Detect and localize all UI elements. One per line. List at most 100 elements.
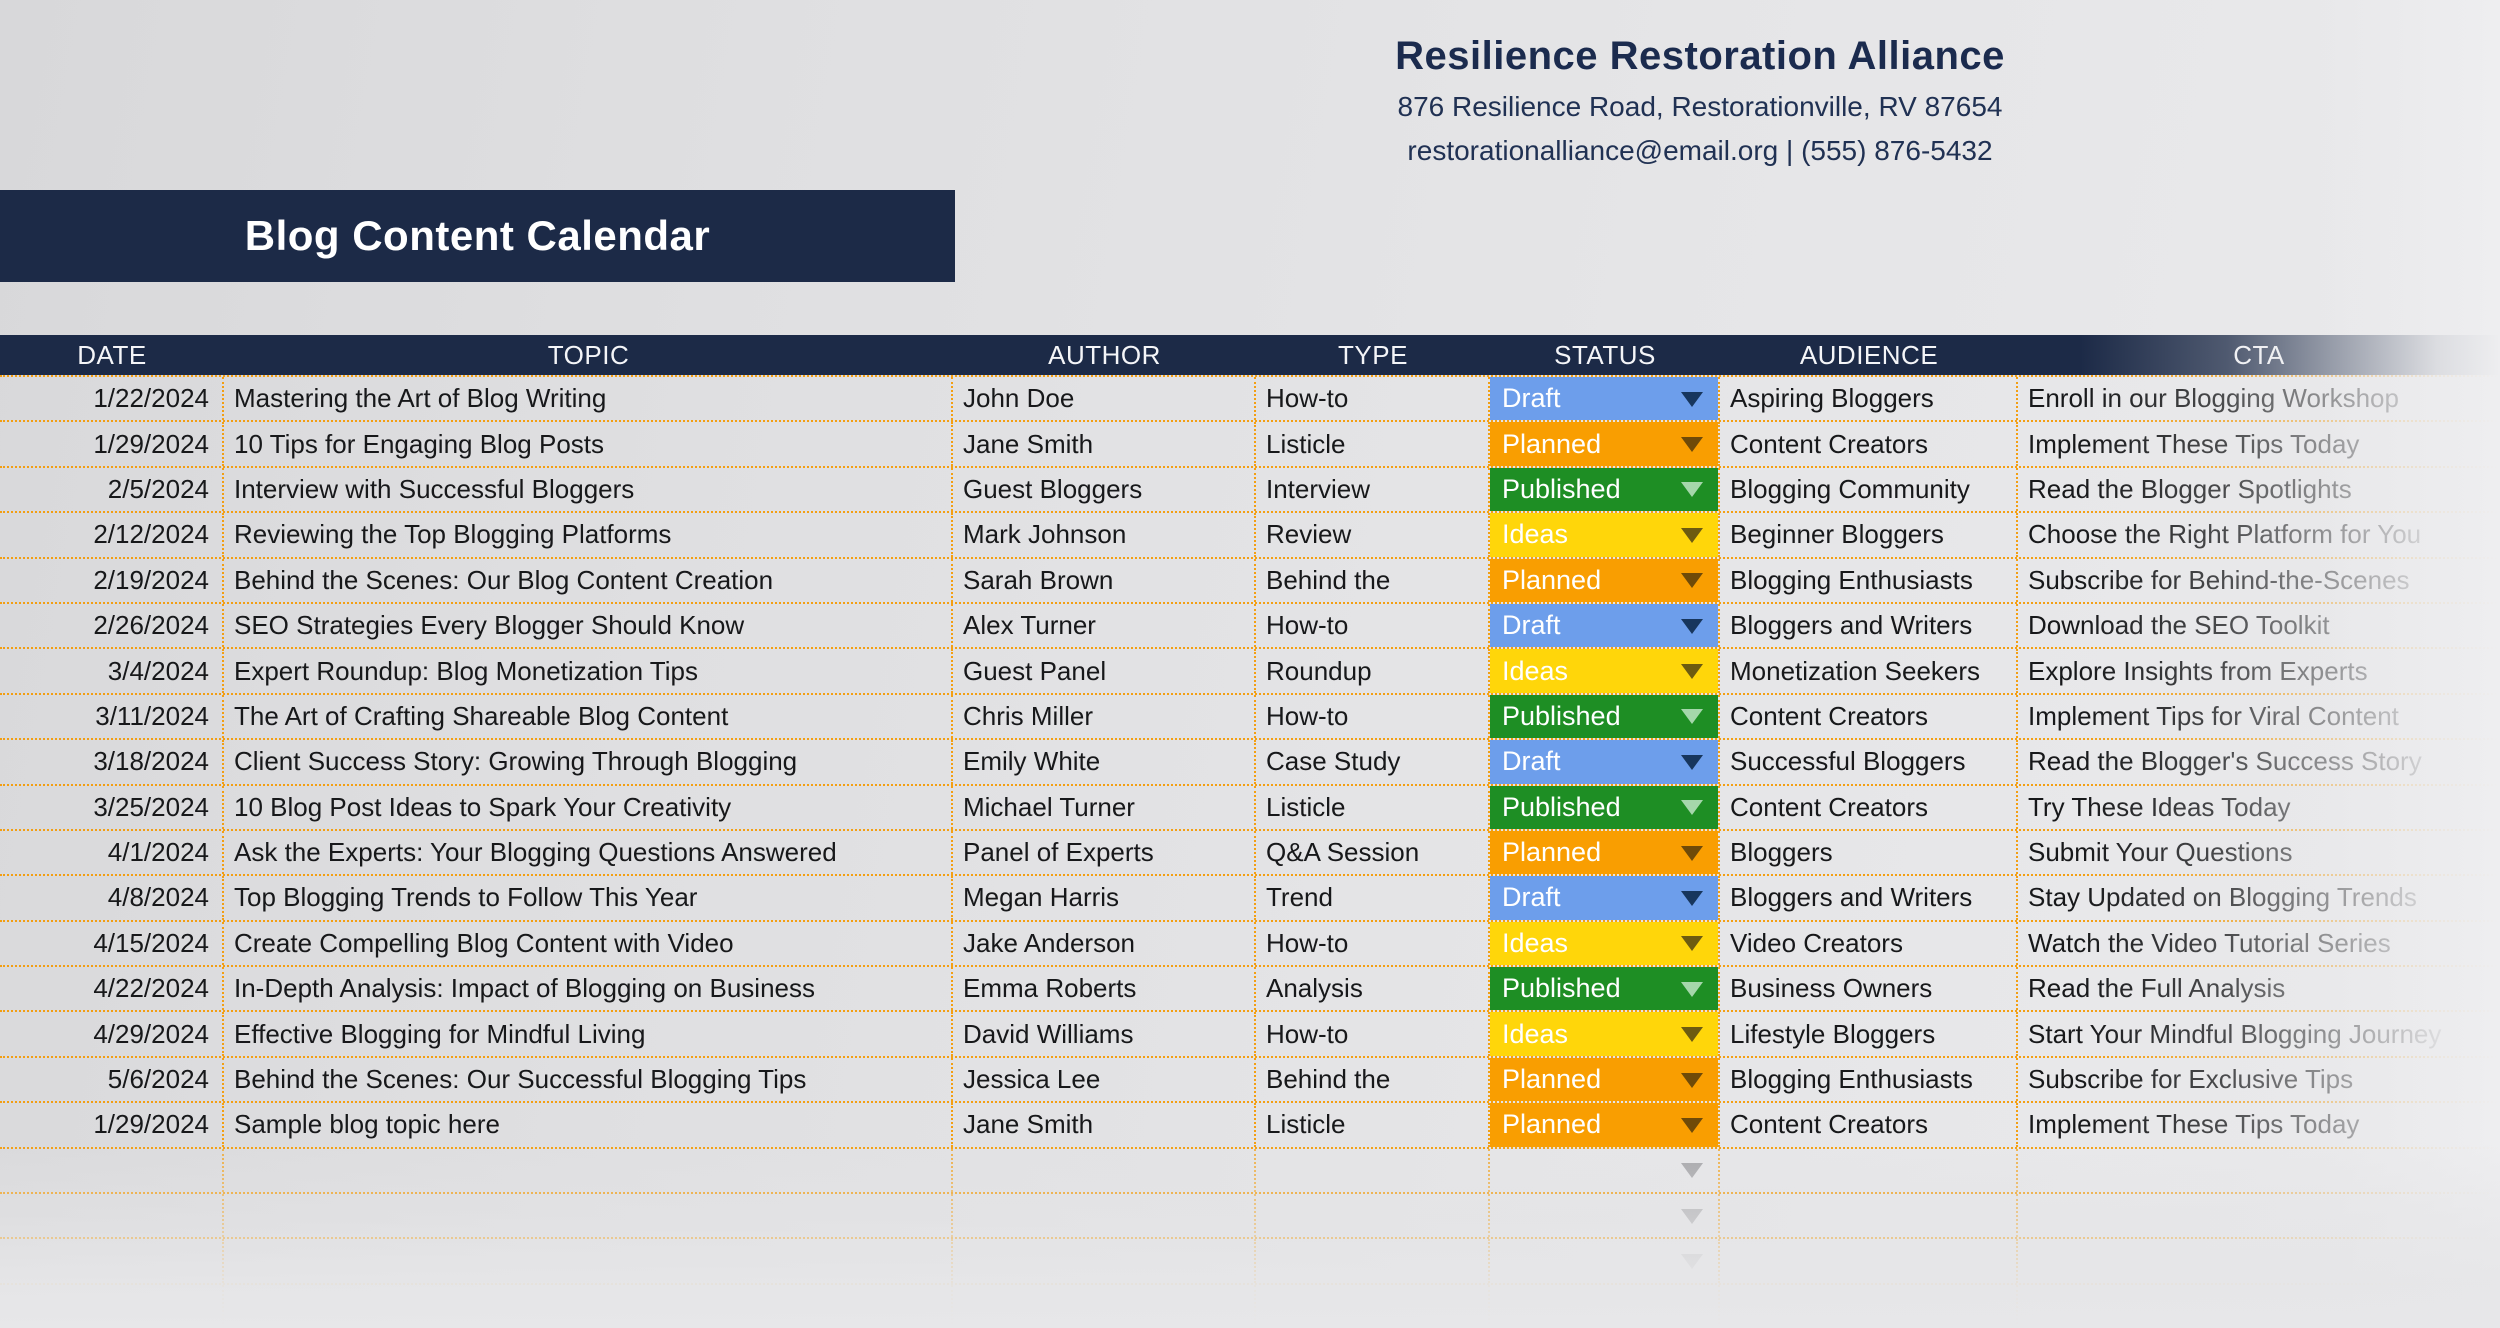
cell-cta[interactable]: Try These Ideas Today [2018, 786, 2500, 829]
cell-status[interactable]: Ideas [1490, 1012, 1720, 1056]
cell-cta[interactable]: Start Your Mindful Blogging Journey [2018, 1012, 2500, 1055]
cell-cta[interactable]: Implement These Tips Today [2018, 422, 2500, 465]
cell-status[interactable]: Planned [1490, 1057, 1720, 1102]
cell-audience[interactable]: Aspiring Bloggers [1720, 377, 2018, 421]
empty-cell-topic[interactable] [224, 1148, 953, 1193]
status-dropdown[interactable]: Planned [1490, 558, 1718, 602]
cell-topic[interactable]: Behind the Scenes: Our Blog Content Crea… [224, 558, 953, 602]
cell-status[interactable]: Draft [1490, 603, 1720, 648]
empty-cell-audience[interactable] [1720, 1284, 2018, 1328]
cell-cta[interactable]: Read the Blogger's Success Story [2018, 740, 2500, 783]
cell-audience[interactable]: Lifestyle Bloggers [1720, 1012, 2018, 1056]
cell-topic[interactable]: In-Depth Analysis: Impact of Blogging on… [224, 967, 953, 1011]
cell-date[interactable]: 2/19/2024 [0, 558, 224, 602]
cell-type[interactable]: Behind the [1256, 558, 1490, 602]
cell-type[interactable]: Listicle [1256, 422, 1490, 466]
cell-author[interactable]: Jane Smith [953, 422, 1256, 466]
empty-cell-cta[interactable] [2018, 1194, 2500, 1238]
status-dropdown-arrow-icon[interactable] [1681, 1208, 1703, 1224]
cell-status[interactable]: Draft [1490, 876, 1720, 920]
cell-cta[interactable]: Watch the Video Tutorial Series [2018, 922, 2500, 965]
cell-date[interactable]: 4/22/2024 [0, 967, 224, 1011]
empty-cell-author[interactable] [953, 1148, 1256, 1193]
empty-cell-cta[interactable] [2018, 1239, 2500, 1283]
cell-topic[interactable]: 10 Tips for Engaging Blog Posts [224, 422, 953, 466]
cell-status[interactable]: Ideas [1490, 513, 1720, 557]
status-dropdown[interactable]: Draft [1490, 377, 1718, 421]
cell-status[interactable]: Planned [1490, 558, 1720, 602]
status-dropdown[interactable]: Planned [1490, 830, 1718, 875]
empty-cell-cta[interactable] [2018, 1284, 2500, 1328]
cell-audience[interactable]: Content Creators [1720, 1103, 2018, 1147]
cell-audience[interactable]: Monetization Seekers [1720, 649, 2018, 693]
status-dropdown-arrow-icon[interactable] [1681, 1163, 1703, 1179]
cell-date[interactable]: 3/4/2024 [0, 649, 224, 693]
cell-audience[interactable]: Beginner Bloggers [1720, 513, 2018, 557]
cell-author[interactable]: Guest Panel [953, 649, 1256, 693]
cell-type[interactable]: How-to [1256, 377, 1490, 421]
cell-author[interactable]: Guest Bloggers [953, 467, 1256, 512]
empty-cell-type[interactable] [1256, 1194, 1490, 1238]
cell-cta[interactable]: Submit Your Questions [2018, 831, 2500, 874]
cell-cta[interactable]: Explore Insights from Experts [2018, 649, 2500, 692]
cell-cta[interactable]: Read the Full Analysis [2018, 967, 2500, 1010]
cell-topic[interactable]: Client Success Story: Growing Through Bl… [224, 740, 953, 784]
cell-status[interactable]: Published [1490, 467, 1720, 512]
cell-status[interactable]: Ideas [1490, 649, 1720, 693]
cell-type[interactable]: How-to [1256, 1012, 1490, 1056]
empty-cell-status[interactable] [1490, 1194, 1720, 1238]
status-dropdown[interactable]: Published [1490, 785, 1718, 829]
cell-cta[interactable]: Subscribe for Behind-the-Scenes [2018, 559, 2500, 602]
cell-date[interactable]: 1/29/2024 [0, 1103, 224, 1147]
cell-author[interactable]: Emily White [953, 740, 1256, 784]
cell-status[interactable]: Published [1490, 967, 1720, 1011]
empty-cell-date[interactable] [0, 1284, 224, 1328]
cell-date[interactable]: 3/25/2024 [0, 785, 224, 829]
cell-status[interactable]: Ideas [1490, 921, 1720, 966]
cell-type[interactable]: Analysis [1256, 967, 1490, 1011]
cell-date[interactable]: 2/5/2024 [0, 467, 224, 512]
cell-author[interactable]: Chris Miller [953, 694, 1256, 739]
cell-topic[interactable]: Sample blog topic here [224, 1103, 953, 1147]
cell-date[interactable]: 4/29/2024 [0, 1012, 224, 1056]
cell-topic[interactable]: Create Compelling Blog Content with Vide… [224, 921, 953, 966]
empty-cell-type[interactable] [1256, 1239, 1490, 1283]
cell-author[interactable]: Emma Roberts [953, 967, 1256, 1011]
cell-cta[interactable]: Subscribe for Exclusive Tips [2018, 1058, 2500, 1101]
cell-date[interactable]: 1/29/2024 [0, 422, 224, 466]
cell-author[interactable]: Panel of Experts [953, 830, 1256, 875]
cell-date[interactable]: 5/6/2024 [0, 1057, 224, 1102]
cell-topic[interactable]: The Art of Crafting Shareable Blog Conte… [224, 694, 953, 739]
cell-audience[interactable]: Blogging Community [1720, 467, 2018, 512]
cell-audience[interactable]: Successful Bloggers [1720, 740, 2018, 784]
cell-cta[interactable]: Implement These Tips Today [2018, 1103, 2500, 1146]
cell-cta[interactable]: Choose the Right Platform for You [2018, 513, 2500, 556]
cell-audience[interactable]: Content Creators [1720, 785, 2018, 829]
cell-author[interactable]: Jane Smith [953, 1103, 1256, 1147]
cell-author[interactable]: David Williams [953, 1012, 1256, 1056]
cell-audience[interactable]: Content Creators [1720, 422, 2018, 466]
cell-status[interactable]: Planned [1490, 422, 1720, 466]
cell-author[interactable]: Jessica Lee [953, 1057, 1256, 1102]
cell-date[interactable]: 1/22/2024 [0, 377, 224, 421]
cell-date[interactable]: 4/15/2024 [0, 921, 224, 966]
cell-topic[interactable]: Effective Blogging for Mindful Living [224, 1012, 953, 1056]
cell-audience[interactable]: Bloggers [1720, 830, 2018, 875]
empty-cell-audience[interactable] [1720, 1194, 2018, 1238]
status-dropdown[interactable]: Draft [1490, 603, 1718, 648]
empty-cell-type[interactable] [1256, 1148, 1490, 1193]
cell-audience[interactable]: Bloggers and Writers [1720, 603, 2018, 648]
cell-topic[interactable]: Mastering the Art of Blog Writing [224, 377, 953, 421]
cell-audience[interactable]: Content Creators [1720, 694, 2018, 739]
cell-author[interactable]: Megan Harris [953, 876, 1256, 920]
cell-cta[interactable]: Stay Updated on Blogging Trends [2018, 876, 2500, 919]
cell-status[interactable]: Planned [1490, 1103, 1720, 1147]
cell-type[interactable]: Roundup [1256, 649, 1490, 693]
cell-date[interactable]: 4/8/2024 [0, 876, 224, 920]
cell-type[interactable]: Trend [1256, 876, 1490, 920]
cell-status[interactable]: Published [1490, 785, 1720, 829]
cell-type[interactable]: Listicle [1256, 785, 1490, 829]
cell-type[interactable]: Interview [1256, 467, 1490, 512]
cell-status[interactable]: Published [1490, 694, 1720, 739]
cell-date[interactable]: 3/11/2024 [0, 694, 224, 739]
